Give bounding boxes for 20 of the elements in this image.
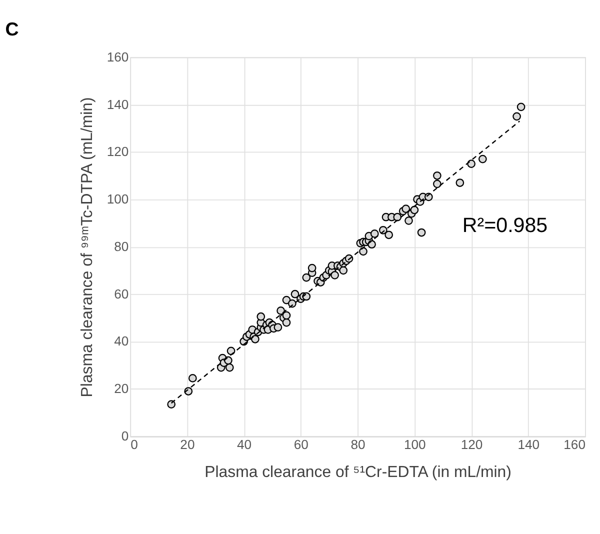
x-tick-label: 60 bbox=[294, 436, 308, 452]
y-tick-label: 80 bbox=[114, 238, 129, 254]
annotation: R²=0.985 bbox=[462, 214, 548, 238]
y-axis-title: Plasma clearance of ⁹⁹ᵐTc-DTPA (mL/min) bbox=[78, 97, 96, 398]
y-tick-label: 120 bbox=[106, 144, 129, 160]
y-tick-label: 20 bbox=[114, 381, 129, 396]
x-tick-label: 80 bbox=[350, 436, 366, 452]
y-tick-label: 40 bbox=[114, 334, 129, 349]
y-tick-label: 160 bbox=[106, 49, 129, 64]
x-tick-label: 40 bbox=[237, 436, 252, 452]
x-tick-label: 160 bbox=[564, 436, 586, 452]
x-tick-label: 100 bbox=[404, 436, 426, 452]
x-tick-label: 20 bbox=[180, 436, 195, 452]
chart-title: C bbox=[5, 18, 19, 40]
x-tick-label: 140 bbox=[518, 436, 540, 452]
y-tick-label: 140 bbox=[106, 96, 129, 112]
x-axis-title: Plasma clearance of ⁵¹Cr-EDTA (in mL/min) bbox=[204, 464, 512, 481]
x-tick-label: 120 bbox=[460, 436, 483, 452]
y-tick-label: 100 bbox=[106, 192, 129, 207]
y-tick-label: 60 bbox=[114, 286, 129, 302]
